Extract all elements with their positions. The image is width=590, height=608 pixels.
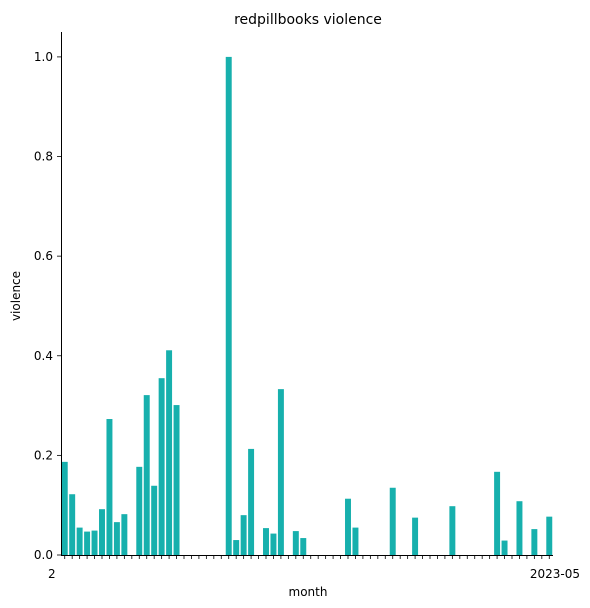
bar-2: [76, 527, 83, 555]
x-axis-title: month: [289, 585, 328, 599]
bar-7: [113, 522, 120, 555]
bar-5: [99, 509, 105, 555]
bar-0: [61, 461, 68, 555]
x-tick-label-first: 2: [48, 567, 56, 581]
bar-27: [263, 528, 269, 555]
bar-63: [531, 529, 538, 555]
bar-65: [546, 516, 553, 555]
bar-23: [233, 540, 240, 555]
bar-22: [225, 56, 232, 556]
y-tick-label-4: 0.8: [34, 150, 53, 164]
bar-59: [501, 540, 508, 555]
bar-25: [248, 448, 255, 555]
bar-44: [389, 487, 396, 555]
y-tick-label-1: 0.2: [34, 448, 53, 462]
bar-31: [292, 531, 299, 555]
bars: [61, 56, 553, 556]
y-tick-label-3: 0.6: [34, 249, 53, 263]
bar-32: [300, 538, 307, 555]
bar-38: [345, 498, 351, 555]
bar-52: [449, 506, 456, 555]
bar-58: [494, 471, 501, 555]
y-tick-label-5: 1.0: [34, 50, 53, 64]
bar-28: [270, 533, 277, 555]
bar-8: [121, 514, 128, 555]
bar-24: [240, 515, 247, 555]
bar-11: [143, 395, 150, 555]
chart-title: redpillbooks violence: [234, 12, 382, 28]
y-tick-label-0: 0.0: [34, 548, 53, 562]
bar-61: [516, 501, 523, 555]
bar-15: [173, 405, 180, 555]
y-tick-label-2: 0.4: [34, 349, 53, 363]
bar-14: [166, 350, 173, 555]
bar-29: [277, 389, 284, 555]
y-axis-ticks: 0.0 0.2 0.4 0.6 0.8 1.0: [34, 50, 61, 562]
bar-3: [84, 531, 91, 555]
bar-6: [106, 419, 113, 555]
y-axis-title: violence: [9, 271, 23, 321]
bar-12: [151, 485, 158, 555]
bar-10: [136, 466, 143, 555]
bar-47: [412, 517, 419, 555]
bar-39: [352, 527, 359, 555]
bar-1: [69, 494, 76, 555]
bar-4: [91, 530, 98, 555]
bar-13: [158, 378, 165, 555]
x-tick-label-last: 2023-05: [530, 567, 580, 581]
